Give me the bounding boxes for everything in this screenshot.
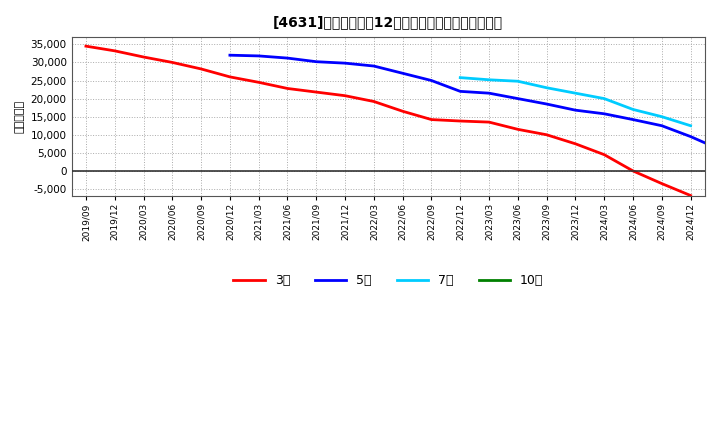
3年 xyxy=(398,109,407,114)
5年 xyxy=(254,53,263,59)
Legend: 3年, 5年, 7年, 10年: 3年, 5年, 7年, 10年 xyxy=(228,269,548,292)
3年 xyxy=(341,93,349,99)
Line: 7年: 7年 xyxy=(460,77,690,126)
5年 xyxy=(485,91,493,96)
3年 xyxy=(225,74,234,80)
3年 xyxy=(657,181,666,186)
7年 xyxy=(657,114,666,119)
Y-axis label: （百万円）: （百万円） xyxy=(15,100,25,133)
3年 xyxy=(283,86,292,91)
5年 xyxy=(225,52,234,58)
3年 xyxy=(197,66,205,72)
3年 xyxy=(686,193,695,198)
5年 xyxy=(398,71,407,76)
7年 xyxy=(456,75,464,80)
3年 xyxy=(571,141,580,147)
7年 xyxy=(542,85,551,90)
5年 xyxy=(369,63,378,69)
3年 xyxy=(168,60,176,65)
7年 xyxy=(571,91,580,96)
7年 xyxy=(485,77,493,82)
5年 xyxy=(629,117,637,122)
3年 xyxy=(485,120,493,125)
3年 xyxy=(600,152,608,157)
5年 xyxy=(427,78,436,83)
3年 xyxy=(629,168,637,173)
Line: 3年: 3年 xyxy=(86,46,690,195)
3年 xyxy=(427,117,436,122)
5年 xyxy=(600,111,608,117)
5年 xyxy=(657,123,666,128)
Line: 5年: 5年 xyxy=(230,55,720,157)
3年 xyxy=(542,132,551,137)
7年 xyxy=(686,123,695,128)
5年 xyxy=(341,61,349,66)
5年 xyxy=(283,55,292,61)
3年 xyxy=(254,80,263,85)
3年 xyxy=(513,127,522,132)
5年 xyxy=(456,89,464,94)
7年 xyxy=(600,96,608,101)
3年 xyxy=(110,48,119,54)
Title: [4631]　当期純利益12か月移動合計の平均値の推移: [4631] 当期純利益12か月移動合計の平均値の推移 xyxy=(273,15,503,29)
5年 xyxy=(686,134,695,139)
3年 xyxy=(369,99,378,104)
3年 xyxy=(312,89,320,95)
5年 xyxy=(542,101,551,106)
3年 xyxy=(81,44,90,49)
5年 xyxy=(513,96,522,101)
5年 xyxy=(715,147,720,152)
3年 xyxy=(456,118,464,124)
5年 xyxy=(312,59,320,64)
3年 xyxy=(139,55,148,60)
7年 xyxy=(629,107,637,112)
5年 xyxy=(571,107,580,113)
7年 xyxy=(513,79,522,84)
